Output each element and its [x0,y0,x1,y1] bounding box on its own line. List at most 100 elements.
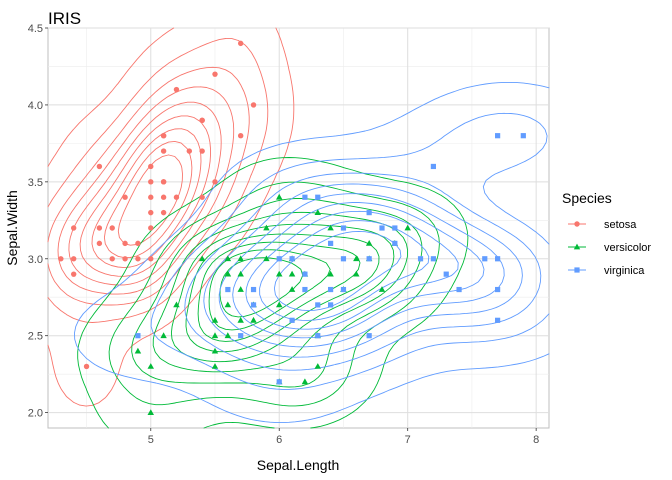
data-point-virginica [366,210,372,216]
data-point-setosa [173,86,180,93]
data-point-versicolor [314,209,321,215]
data-point-setosa [199,117,205,124]
data-point-virginica [328,302,334,308]
data-point-versicolor [353,255,360,262]
contour-line-virginica [203,183,523,358]
data-point-setosa [96,240,103,247]
data-point-versicolor [263,224,270,231]
data-point-versicolor [353,270,360,277]
data-point-setosa [135,240,141,247]
data-point-versicolor [224,255,232,262]
contour-line-setosa [79,115,211,277]
data-point-versicolor [327,224,334,231]
data-point-versicolor [198,255,206,262]
data-point-versicolor [288,270,296,277]
data-point-setosa [122,256,128,262]
data-point-virginica [495,133,501,139]
data-point-versicolor [276,270,283,277]
data-point-setosa [70,271,77,277]
data-point-virginica [392,225,398,231]
data-point-virginica [379,225,385,231]
data-point-virginica [430,256,436,262]
contour-line-virginica [74,81,550,424]
contour-line-setosa [68,101,222,286]
contour-line-setosa [47,66,250,306]
legend-title: Species [562,190,612,206]
data-point-versicolor [134,347,142,354]
data-point-versicolor [314,363,321,369]
x-tick-label: 6 [276,434,282,446]
data-point-versicolor [211,332,219,339]
plot-panel [47,27,550,429]
data-point-virginica [276,256,282,262]
data-point-setosa [186,148,193,154]
data-point-versicolor [276,301,283,308]
data-point-virginica [302,271,308,277]
data-point-versicolor [263,255,270,262]
data-point-virginica [250,286,257,293]
y-axis-title: Sepal.Width [4,190,20,265]
data-point-virginica [289,256,295,262]
x-axis-ticks: 5 6 7 8 [148,428,539,446]
points-setosa [58,40,257,370]
data-point-versicolor [211,316,219,323]
contour-line-versicolor [185,233,380,353]
contour-line-versicolor [208,249,331,331]
data-point-virginica [520,133,526,139]
data-point-virginica [328,286,334,293]
data-point-setosa [70,225,77,231]
data-points [58,40,526,415]
legend-key-marker-setosa [574,221,580,227]
contour-line-virginica [184,172,542,371]
data-point-setosa [160,209,167,216]
data-point-virginica [315,302,321,308]
data-point-virginica [495,256,501,262]
data-point-setosa [212,179,218,185]
legend-key-marker-versicolor [573,243,581,250]
data-point-versicolor [250,316,257,323]
data-point-virginica [250,302,257,308]
data-point-virginica [302,194,308,200]
data-point-setosa [148,179,154,185]
data-point-versicolor [237,270,244,277]
data-point-setosa [96,225,103,231]
density-contours [47,27,550,429]
legend-label-virginica: virginica [604,265,645,277]
y-axis-ticks: 2.0 2.5 3.0 3.5 4.0 4.5 [28,23,48,420]
data-point-versicolor [288,286,296,292]
contour-line-versicolor [108,181,440,407]
data-point-setosa [160,132,167,139]
data-point-versicolor [378,286,386,292]
contour-line-setosa [47,27,295,407]
x-tick-label: 8 [533,434,539,446]
data-point-virginica [225,286,231,293]
y-tick-label: 3.0 [28,254,43,266]
contours-virginica [74,81,550,424]
data-point-versicolor [224,301,232,308]
data-point-versicolor [211,347,219,354]
legend-key-marker-virginica [574,267,580,273]
data-point-virginica [302,286,308,293]
x-tick-label: 5 [148,434,154,446]
data-point-versicolor [211,363,219,369]
data-point-virginica [328,240,334,246]
data-point-setosa [160,194,167,200]
y-tick-label: 3.5 [28,177,43,189]
data-point-virginica [495,317,501,323]
data-point-virginica [135,333,141,339]
data-point-setosa [109,225,115,231]
data-point-versicolor [237,255,244,262]
data-point-versicolor [276,193,283,200]
contour-line-virginica [150,112,550,390]
contours-versicolor [77,157,469,429]
data-point-setosa [160,179,167,185]
data-point-versicolor [160,332,167,339]
data-point-setosa [122,194,128,200]
data-point-virginica [456,286,462,293]
y-tick-label: 2.0 [28,408,43,420]
data-point-versicolor [147,363,154,369]
data-point-versicolor [173,301,180,308]
contour-line-virginica [273,230,402,312]
data-point-virginica [366,256,372,262]
y-tick-label: 2.5 [28,331,43,343]
